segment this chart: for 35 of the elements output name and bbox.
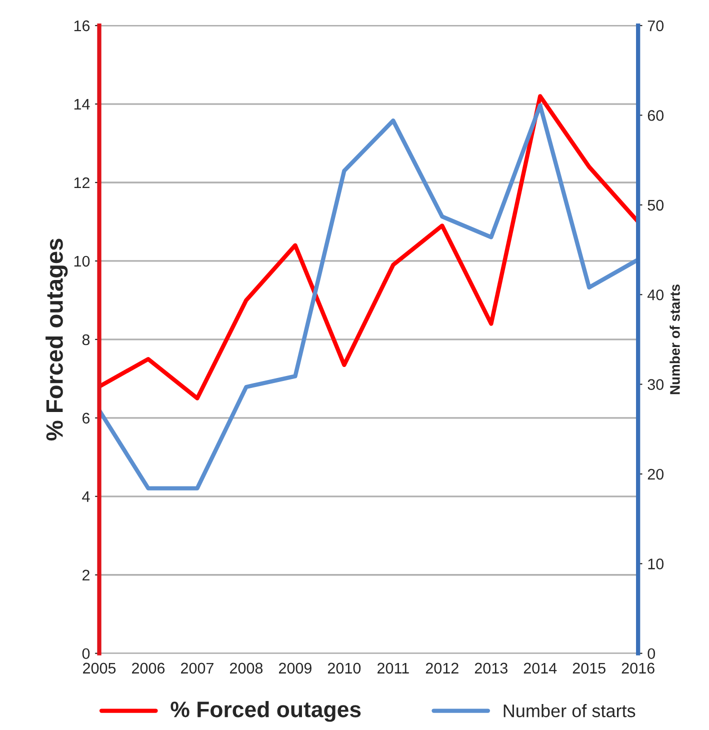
- y2-tick-label: 70: [648, 20, 664, 32]
- y-axis-title: % Forced outages: [46, 238, 68, 441]
- y-tick-label: 14: [74, 99, 90, 110]
- legend-label: % Forced outages: [170, 700, 361, 722]
- x-tick-label: 2006: [132, 662, 165, 674]
- y2-tick-label: 50: [648, 200, 664, 211]
- x-tick-label: 2005: [83, 662, 116, 674]
- x-tick-label: 2015: [572, 662, 606, 674]
- x-tick-label: 2007: [181, 662, 214, 674]
- y-tick-label: 0: [82, 648, 90, 660]
- y2-tick-label: 60: [648, 110, 664, 121]
- legend-label: Number of starts: [504, 704, 636, 718]
- y2-tick-label: 10: [648, 558, 664, 570]
- y-tick-label: 10: [74, 256, 90, 267]
- y-tick-label: 6: [82, 412, 90, 424]
- y2-tick-label: 0: [648, 648, 656, 660]
- y-tick-label: 16: [74, 20, 90, 32]
- y2-tick-label: 20: [648, 468, 664, 480]
- y-tick-label: 2: [82, 570, 90, 580]
- x-tick-label: 2008: [230, 662, 263, 674]
- line-series: [99, 103, 638, 490]
- y-tick-label: 12: [74, 177, 90, 188]
- y2-tick-label: 40: [647, 289, 664, 300]
- x-tick-label: 2012: [426, 662, 458, 674]
- y-tick-label: 8: [82, 334, 90, 346]
- y2-axis-title: Number of starts: [670, 284, 680, 394]
- line-series: [99, 94, 638, 400]
- y2-tick-label: 30: [648, 379, 664, 390]
- x-tick-label: 2010: [328, 662, 361, 674]
- x-tick-label: 2014: [524, 662, 557, 674]
- y-tick-label: 4: [82, 491, 90, 502]
- x-tick-label: 2016: [622, 662, 654, 674]
- x-tick-label: 2009: [278, 662, 312, 674]
- x-tick-label: 2011: [378, 662, 409, 674]
- x-tick-label: 2013: [474, 662, 508, 674]
